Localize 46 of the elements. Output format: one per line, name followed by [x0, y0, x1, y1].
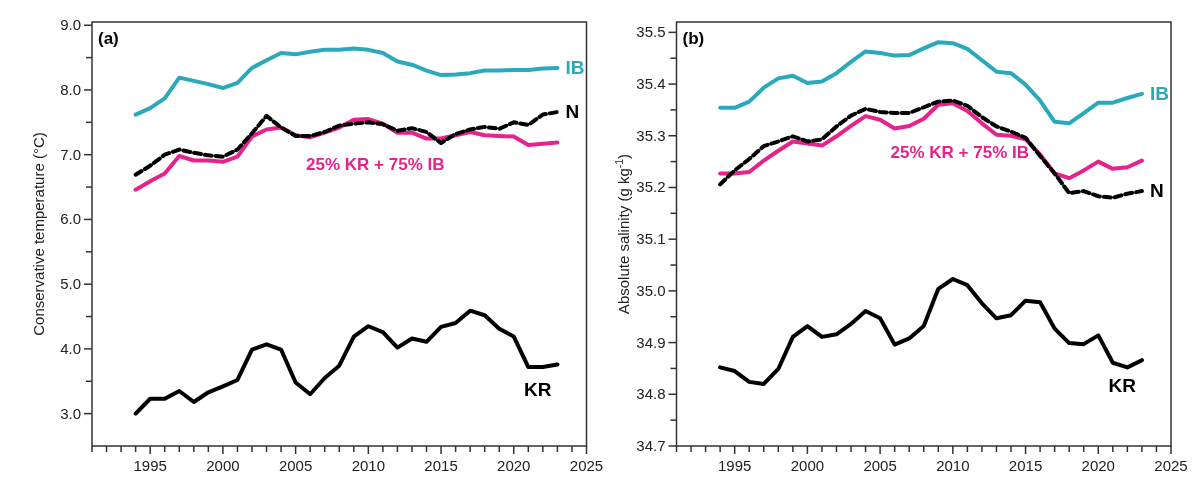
series-label: N — [1149, 180, 1164, 202]
line-series — [718, 98, 1144, 200]
y-tick-label: 35.0 — [636, 281, 666, 299]
series-label: N — [565, 100, 580, 122]
y-tick-label: 5.0 — [60, 275, 81, 293]
x-tick-label: 2010 — [936, 457, 970, 474]
x-tick-label: 2020 — [1081, 457, 1115, 474]
y-tick-label: 34.8 — [636, 385, 666, 403]
line-series — [133, 308, 560, 416]
x-tick-label: 2025 — [569, 457, 604, 474]
y-tick-label: 35.3 — [636, 126, 666, 144]
x-tick-label: 2005 — [863, 457, 897, 474]
x-tick-label: 1995 — [717, 457, 752, 474]
y-tick-label: 9.0 — [60, 16, 81, 34]
y-tick-label: 34.7 — [636, 437, 666, 454]
series-label: 25% KR + 75% IB — [306, 154, 445, 174]
y-tick-label: 35.4 — [636, 75, 666, 93]
x-tick-label: 2015 — [424, 457, 458, 474]
x-tick-label: 2000 — [206, 457, 240, 474]
series-label: IB — [565, 56, 585, 78]
x-tick-label: 2025 — [1154, 457, 1188, 474]
y-tick-label: 6.0 — [60, 210, 81, 228]
y-tick-label: 35.2 — [636, 178, 666, 196]
series-label: KR — [523, 379, 552, 401]
series-label: 25% KR + 75% IB — [890, 143, 1030, 163]
y-axis-title: Conservative temperature (°C) — [30, 132, 47, 336]
y-tick-label: 8.0 — [60, 80, 81, 98]
chart-title: (b) — [682, 29, 705, 48]
y-tick-label: 3.0 — [60, 404, 81, 422]
y-tick-label: 34.9 — [636, 333, 666, 351]
chart-title: (a) — [98, 29, 119, 48]
x-tick-label: 2000 — [790, 457, 825, 474]
x-tick-label: 2005 — [278, 457, 313, 474]
series-label: IB — [1149, 82, 1169, 104]
x-tick-label: 1995 — [133, 457, 167, 474]
line-series — [133, 46, 560, 117]
x-tick-label: 2020 — [497, 457, 531, 474]
y-tick-label: 35.5 — [636, 23, 666, 41]
y-tick-label: 7.0 — [60, 145, 81, 163]
series-label: KR — [1108, 375, 1137, 397]
line-series — [718, 40, 1144, 126]
line-series — [133, 109, 560, 177]
y-tick-label: 4.0 — [60, 339, 81, 357]
x-tick-label: 2015 — [1008, 457, 1043, 474]
x-tick-label: 2010 — [351, 457, 386, 474]
y-tick-label: 35.1 — [636, 230, 666, 248]
